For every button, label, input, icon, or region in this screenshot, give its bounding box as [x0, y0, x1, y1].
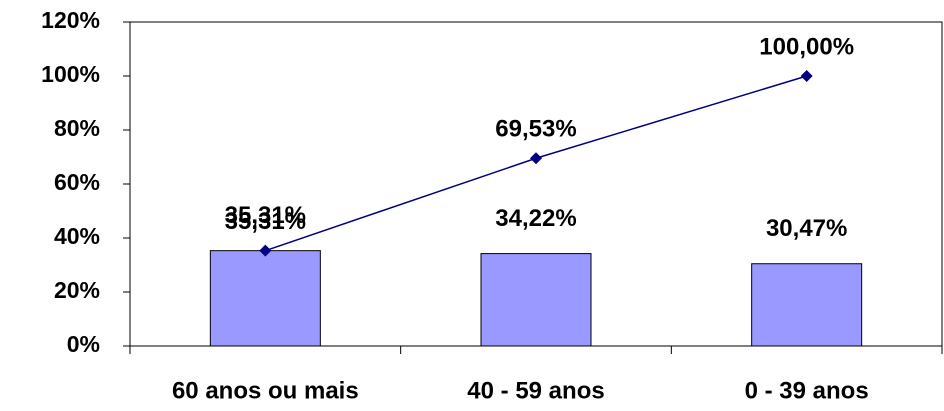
y-tick-label: 20%	[54, 277, 100, 303]
marker	[259, 244, 272, 257]
x-tick-label: 60 anos ou mais	[172, 377, 359, 404]
data-label: 34,22%	[495, 205, 576, 232]
y-tick-label: 60%	[54, 169, 100, 195]
bar	[480, 253, 592, 347]
data-label: 30,47%	[766, 215, 847, 242]
marker	[800, 70, 813, 82]
data-label: 35,31%	[225, 208, 306, 235]
y-tick-label: 120%	[41, 7, 100, 33]
plot-frame	[130, 21, 943, 346]
y-tick-label: 80%	[54, 115, 100, 141]
x-tick-label: 40 - 59 anos	[467, 377, 604, 404]
data-label: 100,00%	[759, 33, 854, 60]
y-tick-label: 40%	[54, 223, 100, 249]
y-tick-label: 100%	[41, 61, 100, 87]
data-label: 69,53%	[495, 116, 576, 143]
marker	[530, 152, 542, 165]
data-label: 35,31%	[225, 202, 306, 229]
y-tick-label: 0%	[67, 331, 100, 357]
bar	[751, 263, 863, 347]
bar	[209, 250, 321, 347]
x-tick-label: 0 - 39 anos	[745, 377, 869, 404]
